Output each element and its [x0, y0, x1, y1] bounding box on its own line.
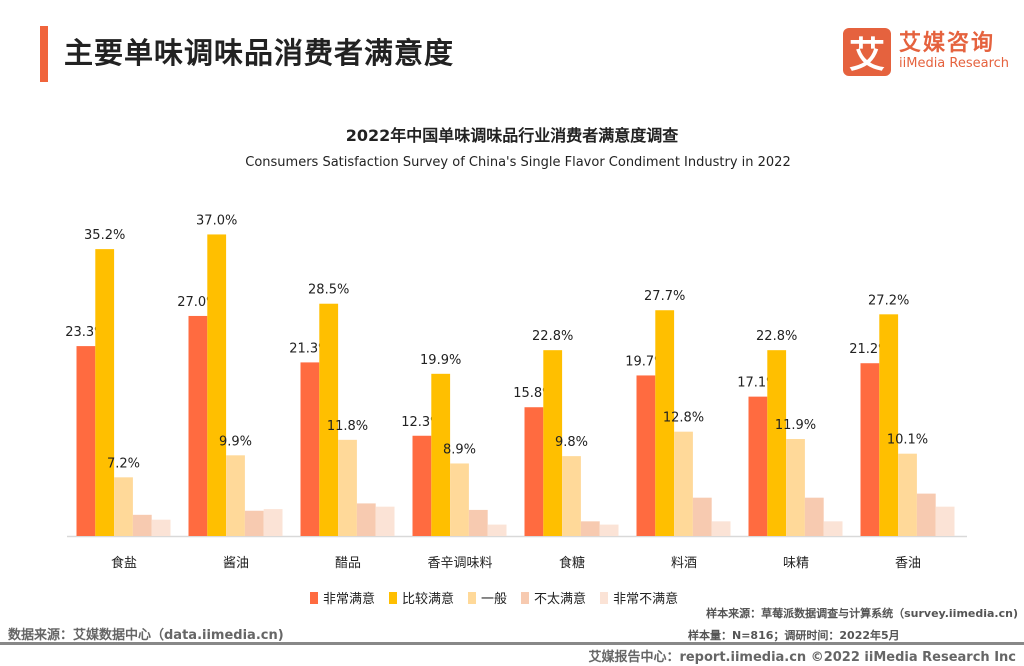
data-label: 8.9%: [443, 442, 476, 457]
bar: [207, 234, 227, 536]
legend-swatch: [310, 591, 318, 604]
data-label: 10.1%: [887, 433, 928, 448]
bar: [692, 497, 712, 536]
bar: [916, 493, 936, 536]
data-label: 27.7%: [644, 289, 685, 304]
legend-swatch: [521, 591, 530, 604]
legend-item: 不太满意: [521, 588, 586, 607]
bar: [524, 407, 544, 536]
data-label: 27.2%: [868, 293, 909, 308]
x-tick-label: 香辛调味料: [427, 556, 492, 571]
x-tick-label: 料酒: [671, 556, 697, 571]
bar: [636, 375, 656, 536]
logo-mark: 艾: [843, 28, 891, 76]
footer-divider: [0, 642, 1024, 645]
legend-label: 比较满意: [402, 592, 455, 607]
bar: [674, 431, 693, 536]
data-label: 22.8%: [532, 329, 573, 344]
bar: [860, 363, 880, 536]
bar: [95, 249, 115, 536]
bar: [580, 521, 600, 536]
sample-source: 样本来源：草莓派数据调查与计算系统（survey.iimedia.cn): [706, 607, 1018, 620]
chart-title: 2022年中国单味调味品行业消费者满意度调查: [345, 126, 679, 145]
data-label: 35.2%: [84, 228, 125, 243]
bar: [412, 435, 432, 536]
bar: [804, 497, 824, 536]
bar: [468, 509, 488, 536]
data-label: 9.8%: [555, 435, 588, 450]
report-credit: 艾媒报告中心：report.iimedia.cn ©2022 iiMedia R…: [588, 650, 1016, 665]
bar: [562, 456, 581, 536]
title-accent-bar: [40, 26, 48, 82]
bar: [375, 506, 395, 536]
bar: [356, 503, 376, 536]
bar: [786, 439, 805, 536]
legend-item: 非常不满意: [600, 588, 678, 607]
bar: [76, 346, 96, 536]
x-tick-label: 酱油: [223, 556, 249, 571]
x-tick-label: 醋品: [335, 555, 361, 571]
bar: [114, 477, 133, 536]
x-tick-label: 食盐: [111, 555, 137, 571]
bar: [487, 524, 507, 536]
sample-info: 样本量：N=816；调研时间：2022年5月: [688, 629, 900, 642]
legend-label: 非常满意: [323, 592, 376, 607]
bar: [711, 521, 731, 536]
bar: [898, 453, 917, 536]
legend: 非常满意 比较满意 一般 不太满意 非常不满意: [310, 588, 678, 607]
x-tick-label: 香油: [895, 556, 921, 571]
data-label: 11.8%: [327, 419, 368, 434]
bar: [543, 350, 563, 536]
legend-swatch: [468, 591, 477, 604]
logo-cn: 艾媒咨询: [899, 31, 996, 56]
page-title: 主要单味调味品消费者满意度: [64, 36, 455, 70]
data-source: 数据来源：艾媒数据中心（data.iimedia.cn): [8, 628, 284, 643]
legend-label: 非常不满意: [613, 592, 679, 607]
chart-subtitle: Consumers Satisfaction Survey of China's…: [245, 155, 791, 170]
bar: [599, 524, 619, 536]
legend-swatch: [389, 591, 398, 604]
legend-item: 比较满意: [389, 588, 454, 607]
legend-item: 一般: [468, 588, 507, 607]
legend-swatch: [600, 591, 609, 604]
data-label: 22.8%: [756, 329, 797, 344]
bar: [188, 315, 208, 536]
data-label: 28.5%: [308, 283, 349, 298]
legend-item: 非常满意: [310, 588, 375, 607]
bar: [319, 303, 339, 536]
iimedia-logo: 艾 艾媒咨询 iiMedia Research: [843, 28, 1009, 76]
data-label: 9.9%: [219, 434, 252, 449]
bar: [655, 310, 675, 536]
bar: [767, 350, 787, 536]
bar: [879, 314, 899, 536]
bar: [748, 396, 768, 536]
bar: [823, 521, 843, 536]
bar: [244, 510, 264, 536]
bar: [935, 506, 955, 536]
bar: [263, 509, 283, 536]
logo-en: iiMedia Research: [899, 56, 1010, 71]
bar: [151, 519, 171, 536]
x-tick-label: 食糖: [559, 555, 585, 571]
legend-label: 不太满意: [534, 592, 587, 607]
bar: [226, 455, 245, 536]
data-label: 12.8%: [663, 411, 704, 426]
legend-label: 一般: [481, 592, 508, 607]
data-label: 7.2%: [107, 456, 140, 471]
data-label: 19.9%: [420, 353, 461, 368]
data-label: 37.0%: [196, 213, 237, 228]
data-label: 11.9%: [775, 418, 816, 433]
bar: [450, 463, 469, 536]
bar: [431, 373, 451, 536]
bar: [132, 514, 152, 536]
x-tick-label: 味精: [783, 556, 809, 571]
bar: [338, 439, 357, 536]
bar: [300, 362, 320, 536]
